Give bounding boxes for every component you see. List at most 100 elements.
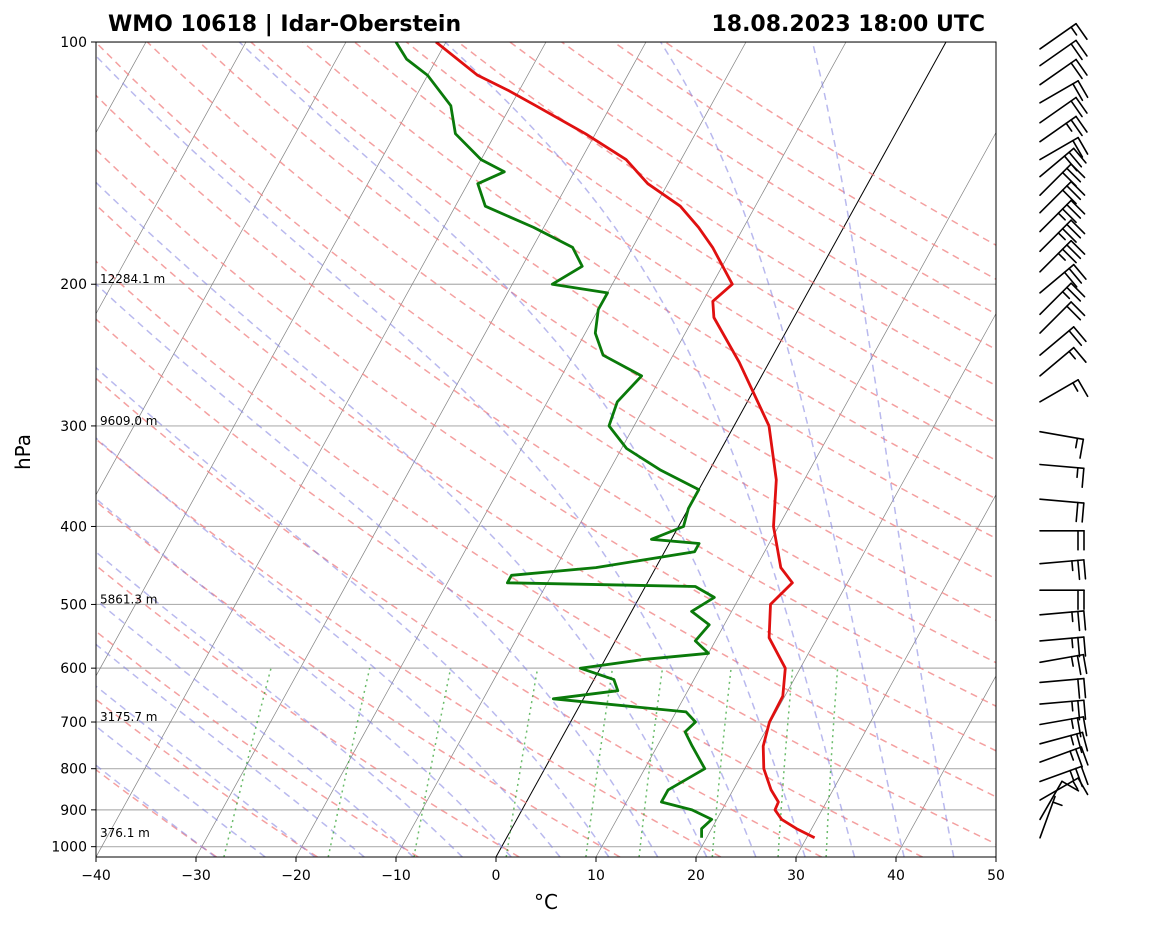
wind-barb	[1039, 326, 1087, 356]
dry-adiabat	[146, 42, 996, 621]
mixing-ratio-line	[825, 668, 839, 857]
x-tick-label: 20	[687, 868, 705, 884]
dry-adiabat	[613, 42, 996, 281]
wind-barb	[1039, 716, 1088, 738]
chart-title-station: WMO 10618 | Idar-Oberstein	[108, 12, 461, 37]
y-tick-label: 900	[60, 803, 87, 819]
moist-adiabat	[96, 181, 708, 857]
y-tick-label: 500	[60, 597, 87, 613]
moist-adiabat	[96, 366, 610, 857]
wind-barb	[1039, 39, 1088, 67]
dry-adiabat	[96, 148, 996, 752]
wind-barb	[1039, 746, 1089, 768]
wind-barb	[1039, 115, 1088, 143]
wind-barb	[1039, 559, 1087, 581]
wind-barb	[1039, 731, 1089, 754]
height-label: 3175.7 m	[100, 710, 158, 724]
moist-adiabat	[96, 599, 414, 857]
moist-adiabat	[238, 42, 806, 857]
wind-barb	[1039, 780, 1080, 821]
dry-adiabat	[354, 42, 996, 462]
mixing-ratio-line	[327, 668, 371, 857]
x-tick-label: 40	[887, 868, 905, 884]
wind-barb	[1039, 58, 1088, 86]
x-tick-label: 30	[787, 868, 805, 884]
isotherm	[995, 856, 996, 857]
dry-adiabat	[96, 377, 823, 857]
wind-barb	[1039, 677, 1087, 699]
zero-isotherm	[495, 42, 947, 857]
isotherm	[595, 131, 996, 857]
x-axis-label: °C	[534, 890, 558, 914]
wind-barb	[1039, 22, 1088, 50]
dry-adiabat	[96, 500, 621, 857]
wind-barb	[1039, 636, 1087, 658]
isotherm	[96, 42, 547, 857]
mixing-ratio-line	[223, 668, 272, 857]
wind-barb	[1039, 96, 1088, 124]
dry-adiabat	[96, 318, 923, 857]
wind-barb	[1039, 498, 1085, 523]
wind-barb	[1039, 463, 1085, 489]
x-tick-label: −30	[181, 868, 211, 884]
y-tick-label: 200	[60, 277, 87, 293]
isotherm	[96, 42, 247, 315]
dry-adiabat	[96, 768, 218, 857]
isotherm	[96, 42, 447, 677]
y-tick-label: 100	[60, 35, 87, 51]
moist-adiabat	[96, 643, 365, 857]
dry-adiabat	[250, 42, 996, 540]
wind-barb	[1039, 610, 1087, 632]
wind-barb	[1039, 589, 1085, 610]
x-tick-label: 10	[587, 868, 605, 884]
wind-barb	[1039, 219, 1086, 253]
wind-barb	[1039, 136, 1089, 161]
height-labels: 12284.1 m 9609.0 m 5861.3 m 3175.7 m 376.1 m	[100, 272, 165, 840]
wind-barbs	[1039, 22, 1089, 839]
moist-adiabat	[96, 54, 757, 857]
height-label: 9609.0 m	[100, 414, 158, 428]
dewpoint-profile	[394, 42, 716, 838]
x-tick-label: 50	[987, 868, 1005, 884]
mixing-ratio-line	[585, 668, 614, 857]
wind-barb	[1039, 79, 1089, 104]
wind-barb	[1039, 147, 1087, 178]
moist-adiabat	[444, 42, 856, 857]
wind-barb	[1039, 282, 1086, 316]
moist-adiabat	[811, 42, 955, 857]
x-tick-label: −40	[81, 868, 111, 884]
y-tick-label: 400	[60, 519, 87, 535]
wind-barb	[1039, 765, 1089, 788]
dry-adiabat	[96, 564, 520, 857]
y-tick-label: 800	[60, 762, 87, 778]
wind-barb	[1039, 795, 1063, 839]
height-label: 12284.1 m	[100, 272, 165, 286]
wind-barb	[1039, 263, 1087, 294]
wind-barb	[1039, 653, 1088, 676]
wind-barb	[1039, 530, 1085, 551]
x-tick-label: 0	[492, 868, 501, 884]
x-tick-label: −20	[281, 868, 311, 884]
plot-frame	[95, 41, 997, 858]
mixing-ratio-line	[505, 668, 539, 857]
dry-adiabat	[198, 42, 996, 580]
mixing-ratio-line	[777, 668, 794, 857]
moist-adiabat	[96, 685, 316, 857]
moist-adiabat	[96, 497, 512, 857]
dry-adiabat	[96, 438, 722, 857]
dry-adiabat	[96, 260, 996, 845]
wind-barb	[1039, 699, 1087, 721]
wind-barb	[1039, 239, 1086, 273]
sounding-profiles	[394, 42, 816, 840]
temperature-profile	[435, 42, 816, 840]
y-tick-label: 600	[60, 661, 87, 677]
dry-adiabat	[96, 203, 996, 798]
mixing-ratio-line	[413, 668, 452, 857]
wind-barb	[1039, 346, 1087, 377]
moist-adiabat	[96, 550, 463, 857]
wind-barb	[1039, 379, 1089, 403]
dry-adiabat	[509, 42, 996, 351]
x-tick-label: −10	[381, 868, 411, 884]
